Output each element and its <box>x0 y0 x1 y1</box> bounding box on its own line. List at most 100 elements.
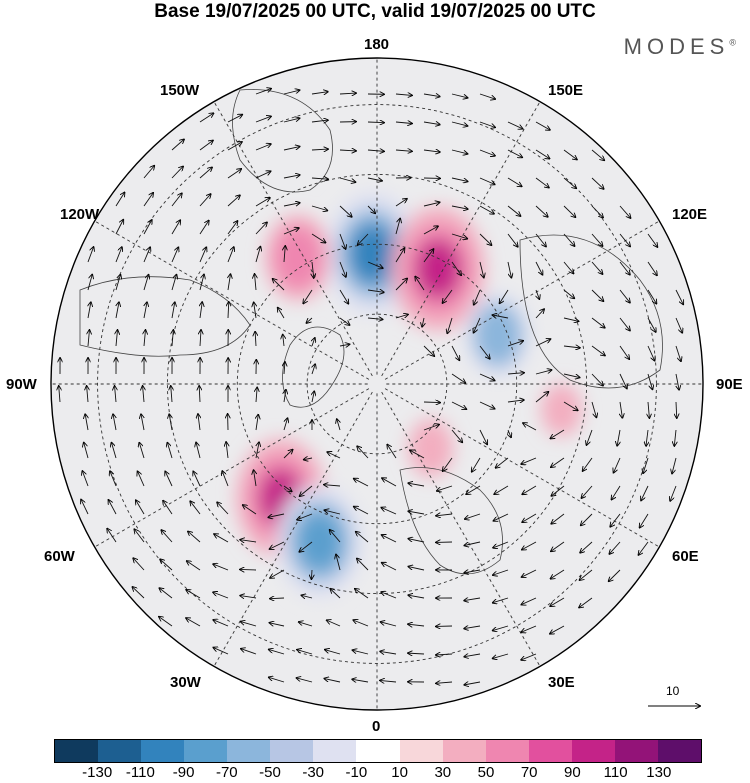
wind-vector <box>479 373 495 380</box>
wind-vector <box>550 597 565 606</box>
wind-vector <box>367 205 375 213</box>
anomaly-negative-center-siberia-central <box>480 312 516 358</box>
wind-vector <box>283 90 300 95</box>
wind-vector <box>87 386 88 403</box>
wind-vector <box>609 541 621 554</box>
colorbar-tick-label: 90 <box>564 764 581 781</box>
wind-vector <box>134 529 145 543</box>
meridian-label-90w: 90W <box>6 376 37 393</box>
wind-vector <box>138 471 145 487</box>
brand-name: MODES <box>623 34 730 59</box>
wind-vector <box>479 261 484 278</box>
wind-vector <box>311 120 328 122</box>
colorbar-bin <box>571 740 615 762</box>
wind-vector <box>479 93 495 99</box>
wind-vector <box>641 485 649 500</box>
colorbar-bin <box>485 740 529 762</box>
wind-vector <box>586 429 593 445</box>
meridian-line <box>213 101 373 377</box>
wind-vector <box>423 202 440 207</box>
wind-vector <box>535 392 548 403</box>
wind-vector <box>521 653 537 660</box>
wind-vector <box>240 540 257 542</box>
wind-vector <box>367 150 384 151</box>
wind-vector <box>165 471 173 487</box>
wind-vector <box>139 443 145 459</box>
anomaly-positive-center-alaska <box>280 235 316 281</box>
wind-vector <box>535 370 551 375</box>
wind-vector <box>550 625 565 634</box>
wind-vector <box>451 177 468 181</box>
wind-vector <box>609 569 621 581</box>
coastline-greenland <box>282 326 345 408</box>
wind-vector <box>563 233 575 246</box>
wind-vector <box>255 274 256 291</box>
wind-vector <box>423 402 440 403</box>
wind-vector <box>563 261 573 273</box>
wind-vector <box>161 530 173 543</box>
wind-vector <box>171 220 180 235</box>
wind-vector <box>479 429 487 444</box>
wind-vector <box>591 289 603 301</box>
wind-vector <box>395 199 407 207</box>
wind-vector <box>591 261 603 274</box>
wind-vector <box>493 569 509 575</box>
wind-vector <box>500 289 509 303</box>
wind-vector <box>523 423 537 431</box>
wind-vector <box>563 289 574 298</box>
coastline-siberia <box>519 234 663 389</box>
wind-vector <box>297 513 313 520</box>
wind-vector <box>354 507 369 515</box>
wind-vector <box>381 508 397 515</box>
wind-vector <box>256 442 259 459</box>
wind-vector <box>339 317 350 325</box>
wind-vector <box>535 339 550 347</box>
wind-vector <box>324 510 341 515</box>
wind-vector <box>535 233 546 247</box>
wind-vector <box>143 247 150 263</box>
meridian-line <box>94 220 370 380</box>
wind-vector <box>171 247 178 263</box>
wind-vector <box>339 344 349 346</box>
colorbar-tick-label: -10 <box>345 764 368 781</box>
colorbar-bin <box>442 740 486 762</box>
wind-vector <box>187 561 201 571</box>
wind-vector <box>303 289 313 303</box>
wind-vector <box>648 401 649 418</box>
colorbar-tick-label: -50 <box>259 764 281 781</box>
wind-vector <box>108 500 117 515</box>
wind-vector-layer <box>59 89 683 685</box>
wind-vector <box>241 622 257 627</box>
wind-vector <box>213 592 229 599</box>
wind-vector <box>255 247 260 263</box>
wind-vector <box>283 228 299 235</box>
wind-vector <box>213 620 229 627</box>
wind-vector <box>355 589 369 599</box>
wind-vector <box>217 502 229 515</box>
wind-vector <box>200 302 202 319</box>
wind-vector <box>304 458 313 460</box>
wind-vector <box>163 501 173 515</box>
wind-vector <box>81 500 89 515</box>
meridian-label-180: 180 <box>364 36 390 53</box>
wind-vector <box>82 471 89 487</box>
meridian-label-120w: 120W <box>60 206 100 223</box>
wind-vector <box>88 302 91 319</box>
wind-vector <box>172 302 175 319</box>
wind-vector <box>336 555 341 571</box>
wind-vector <box>199 167 212 179</box>
wind-vector <box>493 541 509 548</box>
wind-vector <box>198 414 200 431</box>
wind-vector <box>255 332 256 347</box>
colorbar-bin <box>528 740 572 762</box>
wind-vector <box>269 649 285 655</box>
wind-vector <box>619 289 630 303</box>
meridian-label-0: 0 <box>372 718 381 735</box>
colorbar-bin <box>184 740 228 762</box>
wind-vector <box>87 275 92 291</box>
wind-vector <box>297 678 313 683</box>
wind-vector <box>619 261 630 275</box>
wind-vector <box>116 302 119 319</box>
wind-vector <box>312 391 314 403</box>
wind-vector <box>638 541 649 555</box>
